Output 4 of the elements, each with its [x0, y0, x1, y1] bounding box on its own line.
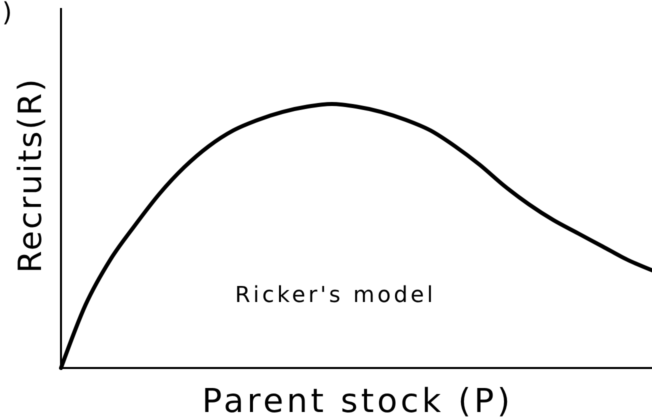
annotation: Ricker's model: [235, 283, 433, 308]
text: ): [2, 0, 12, 28]
x-axis-title: Parent stock (P): [202, 381, 510, 419]
y-axis-title: Recruits(R): [11, 79, 49, 273]
